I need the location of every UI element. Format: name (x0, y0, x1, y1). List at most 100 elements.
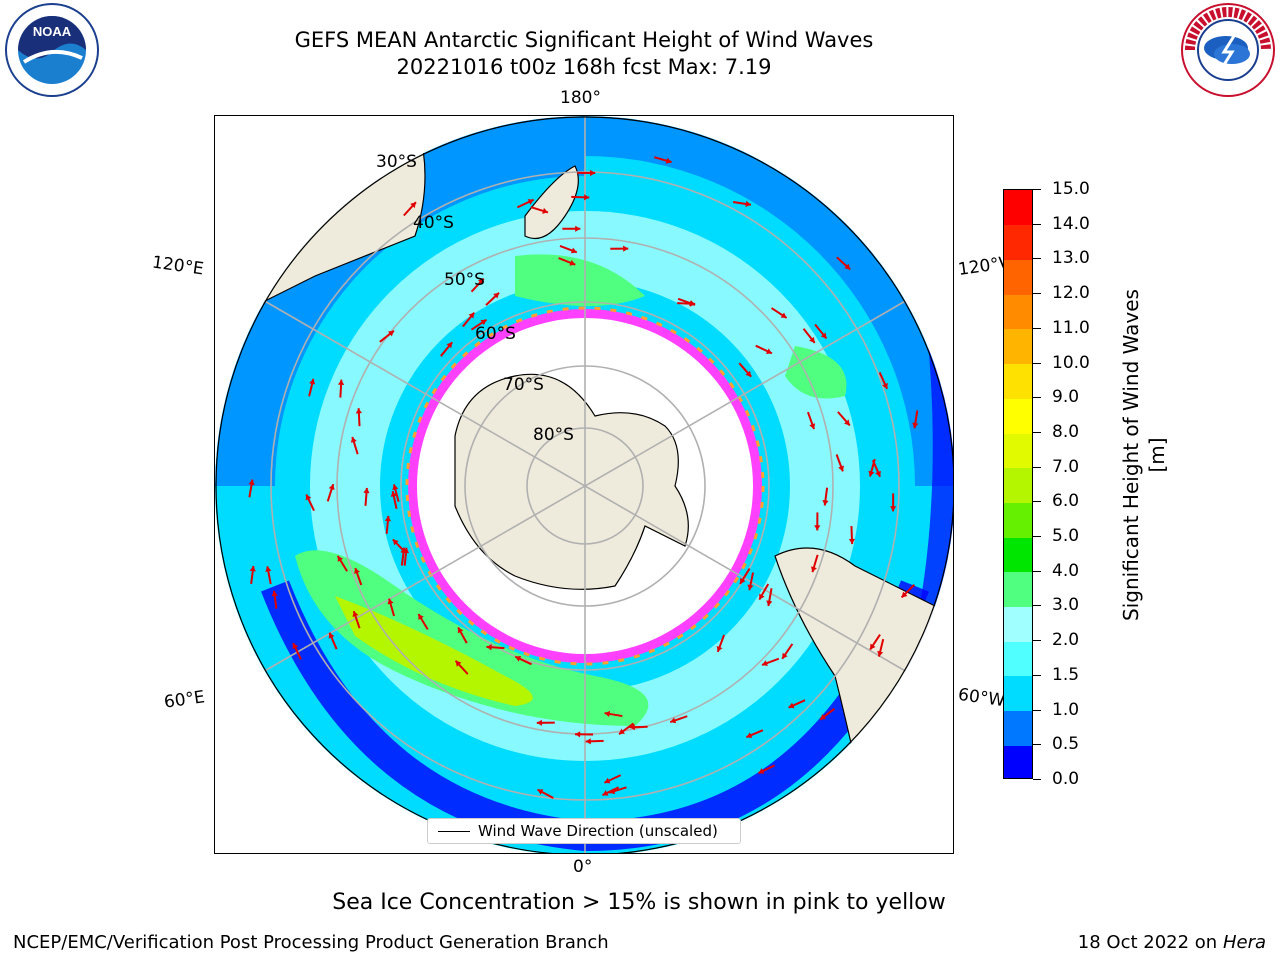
map-legend: Wind Wave Direction (unscaled) (427, 818, 741, 844)
wind-wave-arrow-head (875, 470, 881, 477)
colorbar-tick-label: 9.0 (1052, 387, 1080, 408)
colorbar-segment (1004, 571, 1032, 608)
lat-label-60s: 60°S (475, 324, 516, 344)
wind-wave-arrow-head (670, 717, 677, 724)
wind-wave-arrow-head (814, 525, 821, 531)
sea-ice-note: Sea Ice Concentration > 15% is shown in … (332, 890, 946, 915)
colorbar-segment (1004, 224, 1032, 260)
footer-date-text: 18 Oct 2022 on (1077, 932, 1223, 953)
wind-wave-arrow-head (890, 506, 897, 512)
lat-label-50s: 50°S (444, 270, 485, 290)
wind-wave-arrow-head (766, 600, 773, 607)
colorbar-segment (1004, 190, 1032, 226)
colorbar-tick-label: 0.0 (1052, 769, 1080, 789)
noaa-logo-text: NOAA (33, 24, 72, 39)
map-boundary (215, 116, 953, 853)
chart-title: GEFS MEAN Antarctic Significant Height o… (294, 28, 874, 52)
lon-label-0: 0° (573, 857, 593, 877)
colorbar-tick (1033, 674, 1041, 676)
wind-wave-arrow-head (844, 263, 851, 270)
wind-wave-arrow-head (623, 245, 629, 252)
wind-wave-arrow-head (486, 644, 492, 651)
wind-wave-arrow-head (355, 408, 362, 414)
wind-wave-arrow-head (387, 598, 394, 605)
footer-date: 18 Oct 2022 on Hera (1078, 932, 1266, 953)
colorbar-tick-label: 14.0 (1052, 213, 1090, 234)
wind-wave-arrow-head (337, 379, 345, 385)
colorbar-segment (1004, 537, 1032, 573)
wind-wave-arrow-head (446, 342, 453, 349)
noaa-logo: NOAA (5, 3, 99, 97)
wind-wave-arrow-head (820, 714, 827, 720)
wind-wave-arrow-head (569, 259, 576, 266)
wind-wave-arrow-head (392, 484, 399, 491)
high-wave-region (785, 346, 847, 399)
colorbar-tick-label: 3.0 (1052, 595, 1080, 616)
wind-wave-arrow-head (882, 382, 888, 389)
lat-label-70s: 70°S (503, 375, 544, 395)
legend-line-sample (438, 831, 470, 832)
lat-label-40s: 40°S (413, 213, 454, 233)
nws-logo (1181, 3, 1275, 97)
colorbar-tick (1033, 501, 1041, 503)
wind-wave-arrow-head (761, 660, 768, 667)
wind-wave-arrow-head (809, 423, 816, 430)
colorbar-segment (1004, 745, 1032, 778)
lon-label-180: 180° (560, 88, 601, 108)
wind-wave-arrow-head (328, 632, 335, 639)
legend-label: Wind Wave Direction (unscaled) (478, 822, 718, 840)
wind-wave-arrow-head (249, 566, 256, 572)
colorbar-tick-label: 2.0 (1052, 630, 1080, 651)
colorbar-tick (1033, 327, 1041, 329)
colorbar-tick-label: 12.0 (1052, 283, 1090, 304)
high-wave-region (295, 550, 649, 726)
colorbar-tick (1033, 605, 1041, 607)
colorbar-segment (1004, 641, 1032, 677)
wind-wave-arrow-head (602, 790, 609, 796)
wind-wave-arrow-head (478, 278, 484, 285)
wind-wave-arrow-head (604, 777, 611, 784)
wind-wave-arrow-head (745, 370, 752, 377)
wind-wave-arrow-head (536, 719, 542, 726)
colorbar-segment (1004, 259, 1032, 295)
wind-wave-arrow-head (912, 422, 919, 429)
wind-wave-arrow-head (604, 710, 611, 717)
wind-wave-arrow-head (493, 292, 500, 299)
wind-wave-arrow-head (759, 593, 765, 600)
wind-wave-arrow-head (629, 724, 635, 731)
wind-wave-arrow-head (468, 312, 475, 319)
footer-credit: NCEP/EMC/Verification Post Processing Pr… (13, 932, 609, 953)
wind-wave-arrow-head (810, 566, 817, 573)
wind-wave-arrow-head (780, 312, 787, 318)
high-wave-region (515, 254, 645, 306)
wind-wave-arrow-head (745, 200, 751, 208)
colorbar-tick (1033, 570, 1041, 572)
sea-ice-edge (405, 306, 765, 666)
colorbar-tick-label: 11.0 (1052, 317, 1090, 338)
wind-wave-arrow-head (590, 169, 596, 177)
colorbar-tick-label: 7.0 (1052, 456, 1080, 477)
colorbar-tick (1033, 779, 1041, 780)
colorbar-segment (1004, 467, 1032, 503)
wind-wave-arrow-head (354, 568, 360, 574)
colorbar-tick (1033, 536, 1041, 538)
colorbar-tick (1033, 744, 1041, 746)
wind-wave-arrow-head (665, 157, 672, 164)
wind-wave-arrow-head (309, 378, 316, 385)
wind-wave-arrow-head (822, 500, 829, 506)
wind-wave-arrow-head (388, 330, 394, 337)
longitude-gridline (255, 295, 915, 677)
lon-label-60w: 60°W (956, 684, 1007, 712)
wind-wave-arrow-head (782, 652, 788, 659)
wind-wave-arrow-head (870, 643, 876, 650)
colorbar-tick-label: 1.0 (1052, 699, 1080, 720)
colorbar-tick-label: 0.5 (1052, 734, 1080, 755)
colorbar-segment (1004, 675, 1032, 712)
wind-wave-arrow-head (418, 613, 424, 620)
chart-subtitle: 20221016 t00z 168h fcst Max: 7.19 (396, 55, 772, 79)
wind-wave-arrow-head (765, 348, 772, 354)
peak-wave-region (335, 596, 533, 706)
wind-wave-arrow-head (542, 207, 548, 214)
colorbar-tick-label: 15.0 (1052, 179, 1090, 199)
colorbar-segment (1004, 710, 1032, 746)
